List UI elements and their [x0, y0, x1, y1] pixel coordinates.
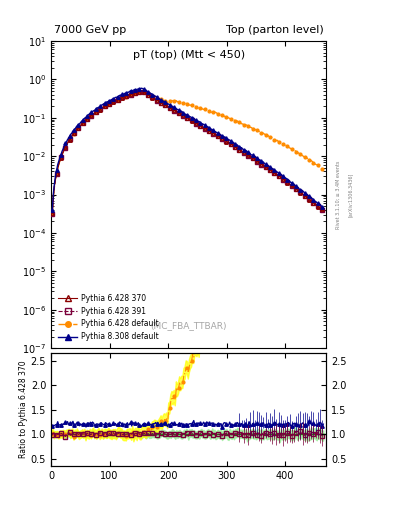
Text: pT (top) (Mtt < 450): pT (top) (Mtt < 450) [132, 50, 245, 60]
Text: Rivet 3.1.10; ≥ 3.4M events: Rivet 3.1.10; ≥ 3.4M events [336, 160, 341, 229]
Text: 7000 GeV pp: 7000 GeV pp [54, 25, 126, 35]
Text: (MC_FBA_TTBAR): (MC_FBA_TTBAR) [151, 321, 227, 330]
Legend: Pythia 6.428 370, Pythia 6.428 391, Pythia 6.428 default, Pythia 8.308 default: Pythia 6.428 370, Pythia 6.428 391, Pyth… [55, 291, 162, 345]
Text: [arXiv:1306.3436]: [arXiv:1306.3436] [348, 173, 353, 217]
Y-axis label: Ratio to Pythia 6.428 370: Ratio to Pythia 6.428 370 [19, 361, 28, 458]
Text: Top (parton level): Top (parton level) [226, 25, 323, 35]
